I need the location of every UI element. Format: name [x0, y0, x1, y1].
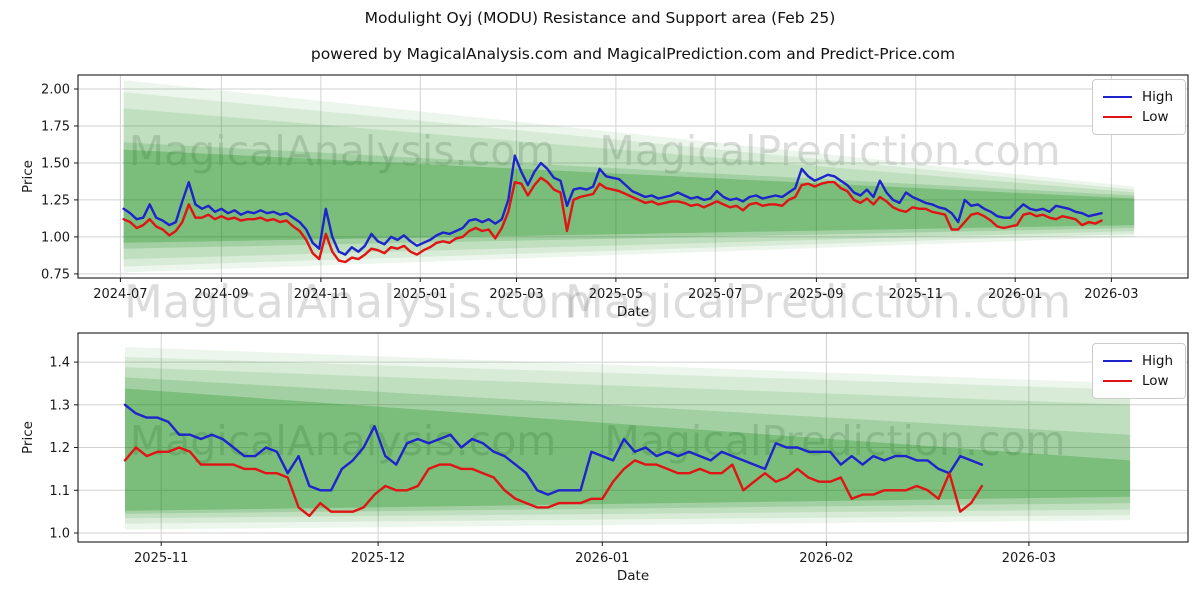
support-resistance-band [125, 356, 1131, 524]
x-tick-label: 2024-11 [294, 287, 348, 302]
x-tick-label: 2026-02 [799, 551, 853, 566]
y-tick-label: 1.2 [49, 441, 70, 456]
x-tick-label: 2026-03 [1002, 551, 1056, 566]
y-tick-label: 1.4 [49, 356, 70, 371]
x-tick-label: 2026-01 [575, 551, 629, 566]
x-tick-label: 2024-09 [194, 287, 248, 302]
x-tick-label: 2025-12 [351, 551, 405, 566]
support-resistance-band [125, 377, 1131, 514]
support-resistance-band [123, 108, 1135, 260]
y-tick-label: 1.0 [49, 527, 70, 542]
legend-high-label: High [1141, 89, 1173, 105]
chart-subtitle: powered by MagicalAnalysis.com and Magic… [310, 45, 956, 63]
low-line [123, 446, 984, 518]
y-tick-label: 1.1 [49, 484, 70, 499]
high-line [123, 403, 984, 496]
legend-entry-high: High [1102, 351, 1173, 371]
x-tick-label: 2025-11 [889, 287, 943, 302]
y-tick-label: 1.25 [41, 193, 70, 208]
x-tick-label: 2025-11 [134, 551, 188, 566]
high-line [122, 154, 1103, 256]
y-tick-label: 1.75 [41, 120, 70, 135]
plot-border [77, 332, 1189, 543]
x-tick-label: 2025-05 [589, 287, 643, 302]
x-tick-label: 2025-03 [489, 287, 543, 302]
y-axis-label: Price [20, 160, 36, 193]
price-history-recent: 2025-11 2025-12 2026-01 2026-02 2026-03 1.0 1.… [20, 332, 1189, 584]
low-line-icon [1102, 116, 1132, 118]
support-resistance-band [123, 92, 1135, 267]
y-tick-label: 2.00 [41, 83, 70, 98]
low-line [122, 176, 1103, 264]
page-title: Modulight Oyj (MODU) Resistance and Supp… [364, 9, 836, 27]
legend-bottom-chart: High Low [1091, 343, 1186, 399]
legend-entry-low: Low [1102, 371, 1173, 391]
y-tick-label: 1.50 [41, 157, 70, 172]
support-resistance-band [125, 388, 1131, 511]
y-tick-label: 1.00 [41, 230, 70, 245]
legend-low-label: Low [1141, 373, 1169, 389]
x-tick-label: 2025-07 [688, 287, 742, 302]
x-tick-label: 2025-01 [393, 287, 447, 302]
legend-entry-high: High [1102, 87, 1173, 107]
y-axis-label: Price [20, 421, 36, 454]
high-line-icon [1102, 96, 1132, 98]
x-tick-label: 2026-03 [1084, 287, 1138, 302]
x-axis-label: Date [617, 568, 649, 584]
legend-top-chart: High Low [1091, 79, 1186, 135]
support-resistance-band [123, 80, 1135, 273]
x-axis-label: Date [617, 304, 649, 320]
support-resistance-band [125, 347, 1131, 530]
x-tick-label: 2025-09 [789, 287, 843, 302]
y-tick-label: 0.75 [41, 267, 70, 282]
legend-entry-low: Low [1102, 107, 1173, 127]
low-line-icon [1102, 380, 1132, 382]
x-tick-label: 2024-07 [93, 287, 147, 302]
price-history-full: 2024-07 2024-09 2024-11 2025-01 2025-03 2025-… [20, 74, 1189, 320]
high-line-icon [1102, 360, 1132, 362]
plot-border [77, 74, 1189, 279]
x-tick-label: 2026-01 [988, 287, 1042, 302]
y-tick-label: 1.3 [49, 398, 70, 413]
legend-low-label: Low [1141, 109, 1169, 125]
legend-high-label: High [1141, 353, 1173, 369]
